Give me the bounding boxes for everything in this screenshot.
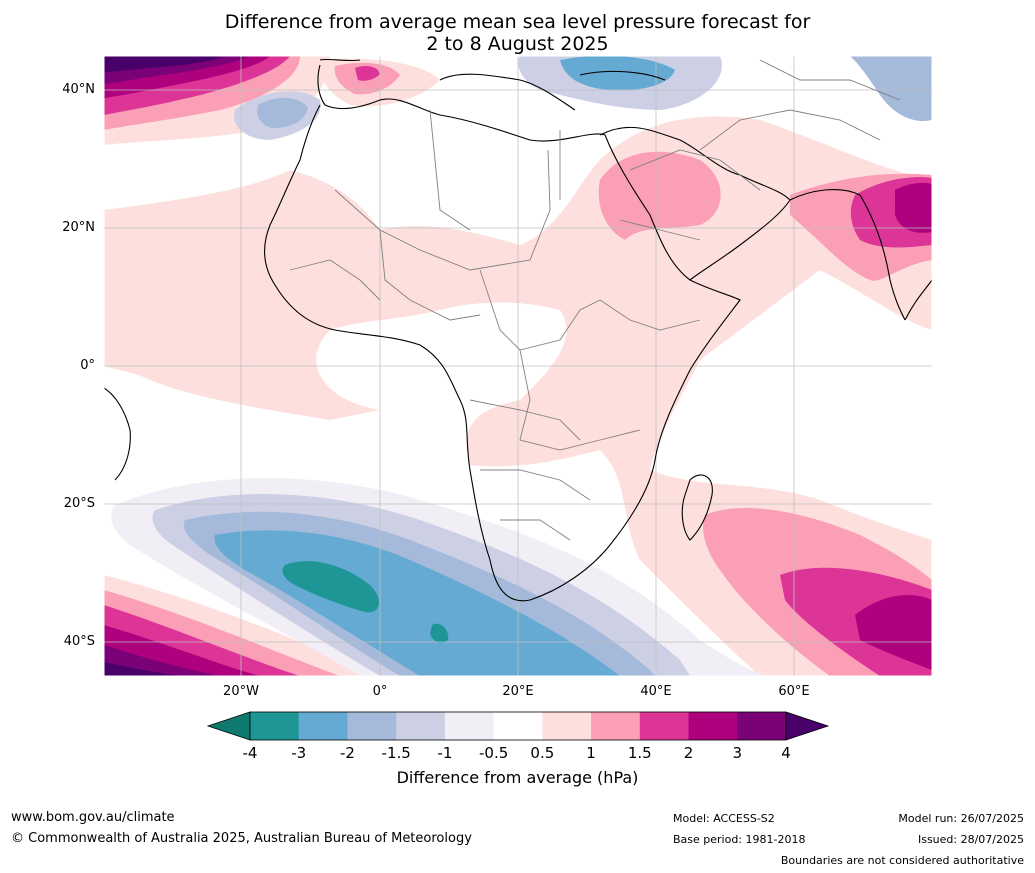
colorbar-tick-label: -2 — [339, 744, 355, 762]
positive-anomaly-region — [855, 595, 932, 670]
colorbar-swatch — [639, 712, 690, 740]
lon-label-20e: 20°E — [502, 684, 534, 699]
copyright-text: © Commonwealth of Australia 2025, Austra… — [11, 831, 472, 846]
colorbar-arrow-low — [206, 711, 251, 741]
issued-date: Issued: 28/07/2025 — [917, 833, 1024, 846]
positive-anomaly-region — [355, 66, 380, 81]
lat-label-20s: 20°S — [63, 496, 95, 511]
colorbar-swatch — [542, 712, 592, 740]
colorbar-tick-label: -3 — [291, 744, 307, 762]
negative-anomaly-region — [282, 561, 380, 613]
chart-title-line-2: 2 to 8 August 2025 — [426, 33, 609, 55]
model-run-date: Model run: 26/07/2025 — [898, 812, 1024, 825]
lat-label-20n: 20°N — [62, 220, 95, 235]
colorbar-tick-label: 1.5 — [627, 744, 652, 762]
lon-label-40e: 40°E — [640, 684, 672, 699]
chart-title-line-1: Difference from average mean sea level p… — [224, 11, 811, 33]
colorbar-tick-label: -1.5 — [381, 744, 411, 762]
lon-label-20w: 20°W — [223, 684, 259, 699]
colorbar-swatch — [250, 712, 300, 740]
website-text: www.bom.gov.au/climate — [11, 810, 175, 825]
colorbar-swatch — [737, 712, 787, 740]
colorbar-swatch — [396, 712, 446, 740]
boundary-disclaimer: Boundaries are not considered authoritat… — [780, 854, 1024, 867]
negative-anomaly-region — [560, 56, 675, 91]
negative-anomaly-region — [430, 623, 449, 643]
colorbar-swatch — [493, 712, 543, 740]
base-period: Base period: 1981-2018 — [673, 833, 806, 846]
colorbar-swatch — [688, 712, 738, 740]
positive-anomaly-region — [104, 662, 180, 676]
coastlines — [104, 58, 932, 602]
map-frame — [103, 55, 933, 677]
positive-anomaly-region — [598, 151, 721, 240]
lat-label-40n: 40°N — [62, 82, 95, 97]
lon-label-0: 0° — [372, 684, 388, 699]
colorbar-tick-label: 0.5 — [530, 744, 555, 762]
colorbar-label: Difference from average (hPa) — [396, 768, 639, 787]
colorbar-tick-label: -0.5 — [478, 744, 509, 762]
colorbar-frame — [249, 711, 787, 741]
colorbar-tick-label: 4 — [781, 744, 791, 762]
country-borders — [289, 59, 901, 541]
colorbar-tick-label: -1 — [437, 744, 453, 762]
colorbar-swatch — [444, 712, 495, 740]
colorbar-tick-label: 3 — [732, 744, 743, 762]
colorbar-tick-label: 1 — [586, 744, 596, 762]
negative-anomaly-region — [257, 97, 308, 128]
colorbar-tick-label: 2 — [683, 744, 694, 762]
lat-label-equator: 0° — [80, 358, 95, 373]
lat-label-40s: 40°S — [63, 634, 95, 649]
colorbar-arrow-high — [785, 711, 830, 741]
colorbar-tick-label: -4 — [242, 744, 258, 762]
map-fields — [104, 56, 932, 676]
colorbar-swatch — [298, 712, 348, 740]
lon-label-60e: 60°E — [778, 684, 810, 699]
positive-anomaly-region — [104, 56, 225, 72]
positive-anomaly-region — [895, 182, 932, 233]
graticule — [104, 56, 932, 676]
colorbar-swatch — [347, 712, 397, 740]
colorbar-swatch — [591, 712, 641, 740]
model-name: Model: ACCESS-S2 — [673, 812, 775, 825]
negative-anomaly-region — [850, 56, 932, 121]
